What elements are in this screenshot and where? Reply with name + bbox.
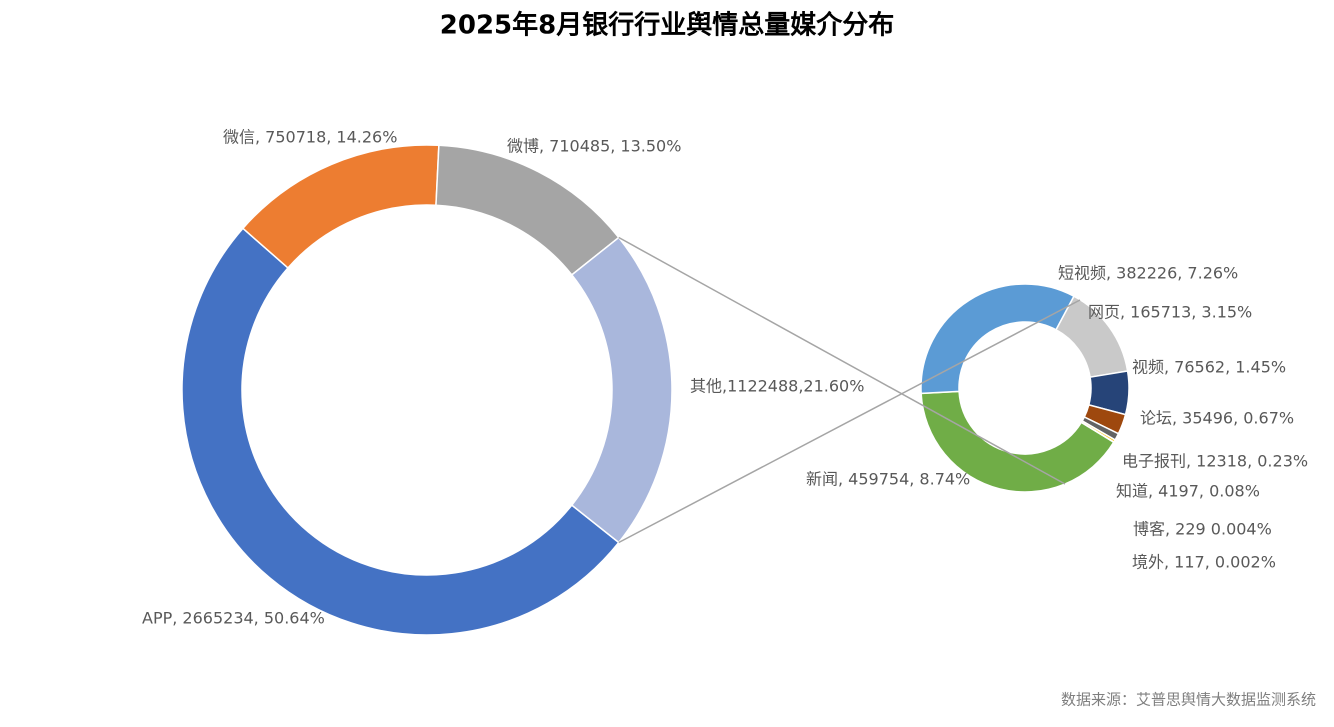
data-label: 新闻, 459754, 8.74% <box>806 470 970 489</box>
data-label: 论坛, 35496, 0.67% <box>1140 409 1294 428</box>
data-label: 境外, 117, 0.002% <box>1132 553 1276 572</box>
data-label: 电子报刊, 12318, 0.23% <box>1122 452 1308 471</box>
connector <box>618 236 1066 485</box>
slice <box>241 144 440 269</box>
slice <box>1080 421 1115 444</box>
slice <box>570 236 673 544</box>
data-label: 微博, 710485, 13.50% <box>507 137 681 156</box>
source-note: 数据来源：艾普思舆情大数据监测系统 <box>1061 691 1316 709</box>
slice <box>920 283 1075 395</box>
data-label: 网页, 165713, 3.15% <box>1088 303 1252 322</box>
data-label: APP, 2665234, 50.64% <box>142 609 325 628</box>
data-label: 短视频, 382226, 7.26% <box>1058 264 1238 283</box>
slice <box>181 227 620 636</box>
slice <box>435 144 620 276</box>
data-label: 视频, 76562, 1.45% <box>1132 358 1286 377</box>
connector <box>618 299 1081 544</box>
chart-title: 2025年8月银行行业舆情总量媒介分布 <box>440 10 894 41</box>
data-label: 博客, 229 0.004% <box>1133 520 1272 539</box>
data-label: 知道, 4197, 0.08% <box>1116 482 1260 501</box>
data-label: 微信, 750718, 14.26% <box>223 128 397 147</box>
data-label: 其他,1122488,21.60% <box>690 377 864 396</box>
